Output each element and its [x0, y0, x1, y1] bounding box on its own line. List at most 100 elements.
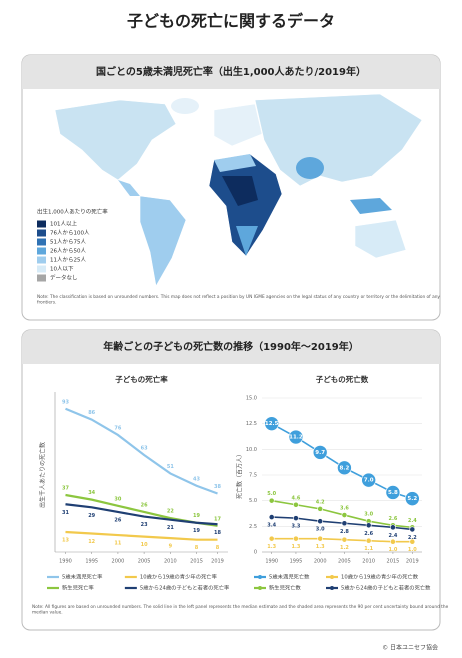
value-label: 26	[114, 517, 121, 523]
point	[268, 514, 275, 520]
legend-swatch	[37, 220, 46, 228]
chart-title: 子どもの死亡数	[316, 374, 369, 384]
value-label: 31	[62, 510, 69, 516]
north-america	[54, 99, 177, 181]
point	[288, 429, 304, 445]
point	[317, 505, 324, 512]
point	[317, 535, 324, 542]
point	[361, 472, 376, 488]
x-tick-label: 2005	[138, 559, 151, 565]
x-tick-label: 2000	[314, 559, 327, 565]
x-tick-label: 1990	[59, 559, 72, 565]
value-label: 3.6	[340, 506, 349, 512]
x-tick-label: 2005	[338, 559, 351, 565]
legend-marker	[330, 575, 334, 579]
central-america	[118, 180, 140, 196]
trend-note: Note: All figures are based on unrounded…	[32, 604, 449, 616]
value-label: 37	[62, 486, 69, 492]
south-asia	[296, 157, 324, 179]
map-note: Note: The classification is based on unr…	[37, 294, 440, 306]
value-label: 3.3	[292, 524, 301, 530]
point	[293, 515, 299, 522]
value-label: 11	[114, 541, 121, 547]
legend-label: 76人から100人	[50, 230, 90, 237]
value-label: 1.1	[364, 546, 373, 552]
point	[365, 537, 372, 544]
y-tick-label: 7.5	[249, 473, 257, 479]
value-label: 19	[193, 513, 200, 519]
value-label: 26	[141, 502, 148, 508]
point	[409, 538, 416, 545]
value-label: 2.2	[408, 535, 417, 541]
value-label: 10	[141, 542, 148, 548]
legend-swatch	[37, 238, 46, 246]
value-label: 5.8	[388, 490, 398, 496]
x-tick-label: 2010	[362, 559, 375, 565]
x-tick-label: 1995	[290, 559, 303, 565]
footer: © 日本ユニセフ協会	[382, 644, 438, 652]
trend-panel-header	[22, 330, 440, 364]
value-label: 1.3	[292, 544, 301, 550]
value-label: 23	[141, 522, 148, 528]
point	[268, 535, 275, 542]
point	[390, 538, 396, 545]
legend-label: 5歳未満児死亡数	[269, 573, 310, 581]
value-label: 34	[88, 490, 95, 496]
series-line	[65, 407, 218, 495]
australia	[354, 219, 407, 259]
point	[390, 524, 396, 531]
value-label: 12	[88, 539, 95, 545]
value-label: 13	[62, 537, 69, 543]
value-label: 43	[193, 476, 200, 482]
value-label: 2.4	[388, 533, 397, 539]
value-label: 7.0	[364, 478, 374, 484]
value-label: 3.0	[316, 527, 325, 533]
trend-header: 年齢ごとの子どもの死亡数の推移（1990年～2019年）	[103, 340, 359, 353]
map-legend: 101人以上 76人から100人 51人から75人 26人から50人 11人から25人 1…	[37, 220, 90, 282]
legend-label: 101人以上	[50, 220, 77, 228]
value-label: 93	[62, 399, 69, 405]
x-tick-label: 1995	[85, 559, 98, 565]
legend-swatch	[37, 247, 46, 255]
value-label: 9	[169, 544, 173, 550]
point	[293, 501, 299, 508]
point	[264, 416, 279, 431]
value-label: 21	[167, 525, 174, 531]
value-label: 2.8	[340, 529, 349, 535]
value-label: 76	[114, 425, 121, 431]
map-header: 国ごとの5歳未満児死亡率（出生1,000人あたり/2019年）	[96, 65, 366, 78]
west-africa	[222, 176, 258, 206]
point	[341, 520, 348, 527]
value-label: 2.6	[388, 516, 397, 522]
value-label: 1.0	[408, 547, 417, 553]
y-tick-label: 10.0	[246, 447, 257, 453]
legend-label: 11人から25人	[50, 257, 86, 264]
value-label: 3.4	[267, 523, 276, 529]
legend-label: 新生児死亡数	[269, 584, 301, 592]
value-label: 9.7	[315, 450, 325, 456]
chart-title: 子どもの死亡率	[115, 374, 168, 384]
x-tick-label: 2019	[211, 559, 224, 565]
point	[312, 445, 328, 460]
legend-label: 新生児死亡率	[62, 584, 94, 592]
point	[385, 485, 401, 500]
value-label: 51	[167, 464, 174, 470]
series-line	[65, 503, 218, 526]
value-label: 86	[88, 410, 95, 416]
legend-label: 5歳未満児死亡率	[62, 573, 103, 581]
greenland	[171, 98, 199, 114]
y-tick-label: 12.5	[246, 421, 257, 427]
legend-label: 10歳から19歳の青少年の死亡率	[140, 573, 218, 581]
value-label: 1.3	[267, 544, 276, 550]
y-axis-label: 死亡数（百万人）	[236, 451, 244, 499]
legend-swatch	[37, 265, 46, 273]
legend-marker	[258, 586, 262, 590]
legend-label: 51人から75人	[50, 239, 86, 246]
legend-marker	[330, 586, 334, 590]
point	[365, 522, 372, 529]
value-label: 18	[214, 530, 221, 536]
map-legend-title: 出生1,000人あたりの死亡率	[37, 208, 108, 216]
x-tick-label: 2015	[190, 559, 203, 565]
